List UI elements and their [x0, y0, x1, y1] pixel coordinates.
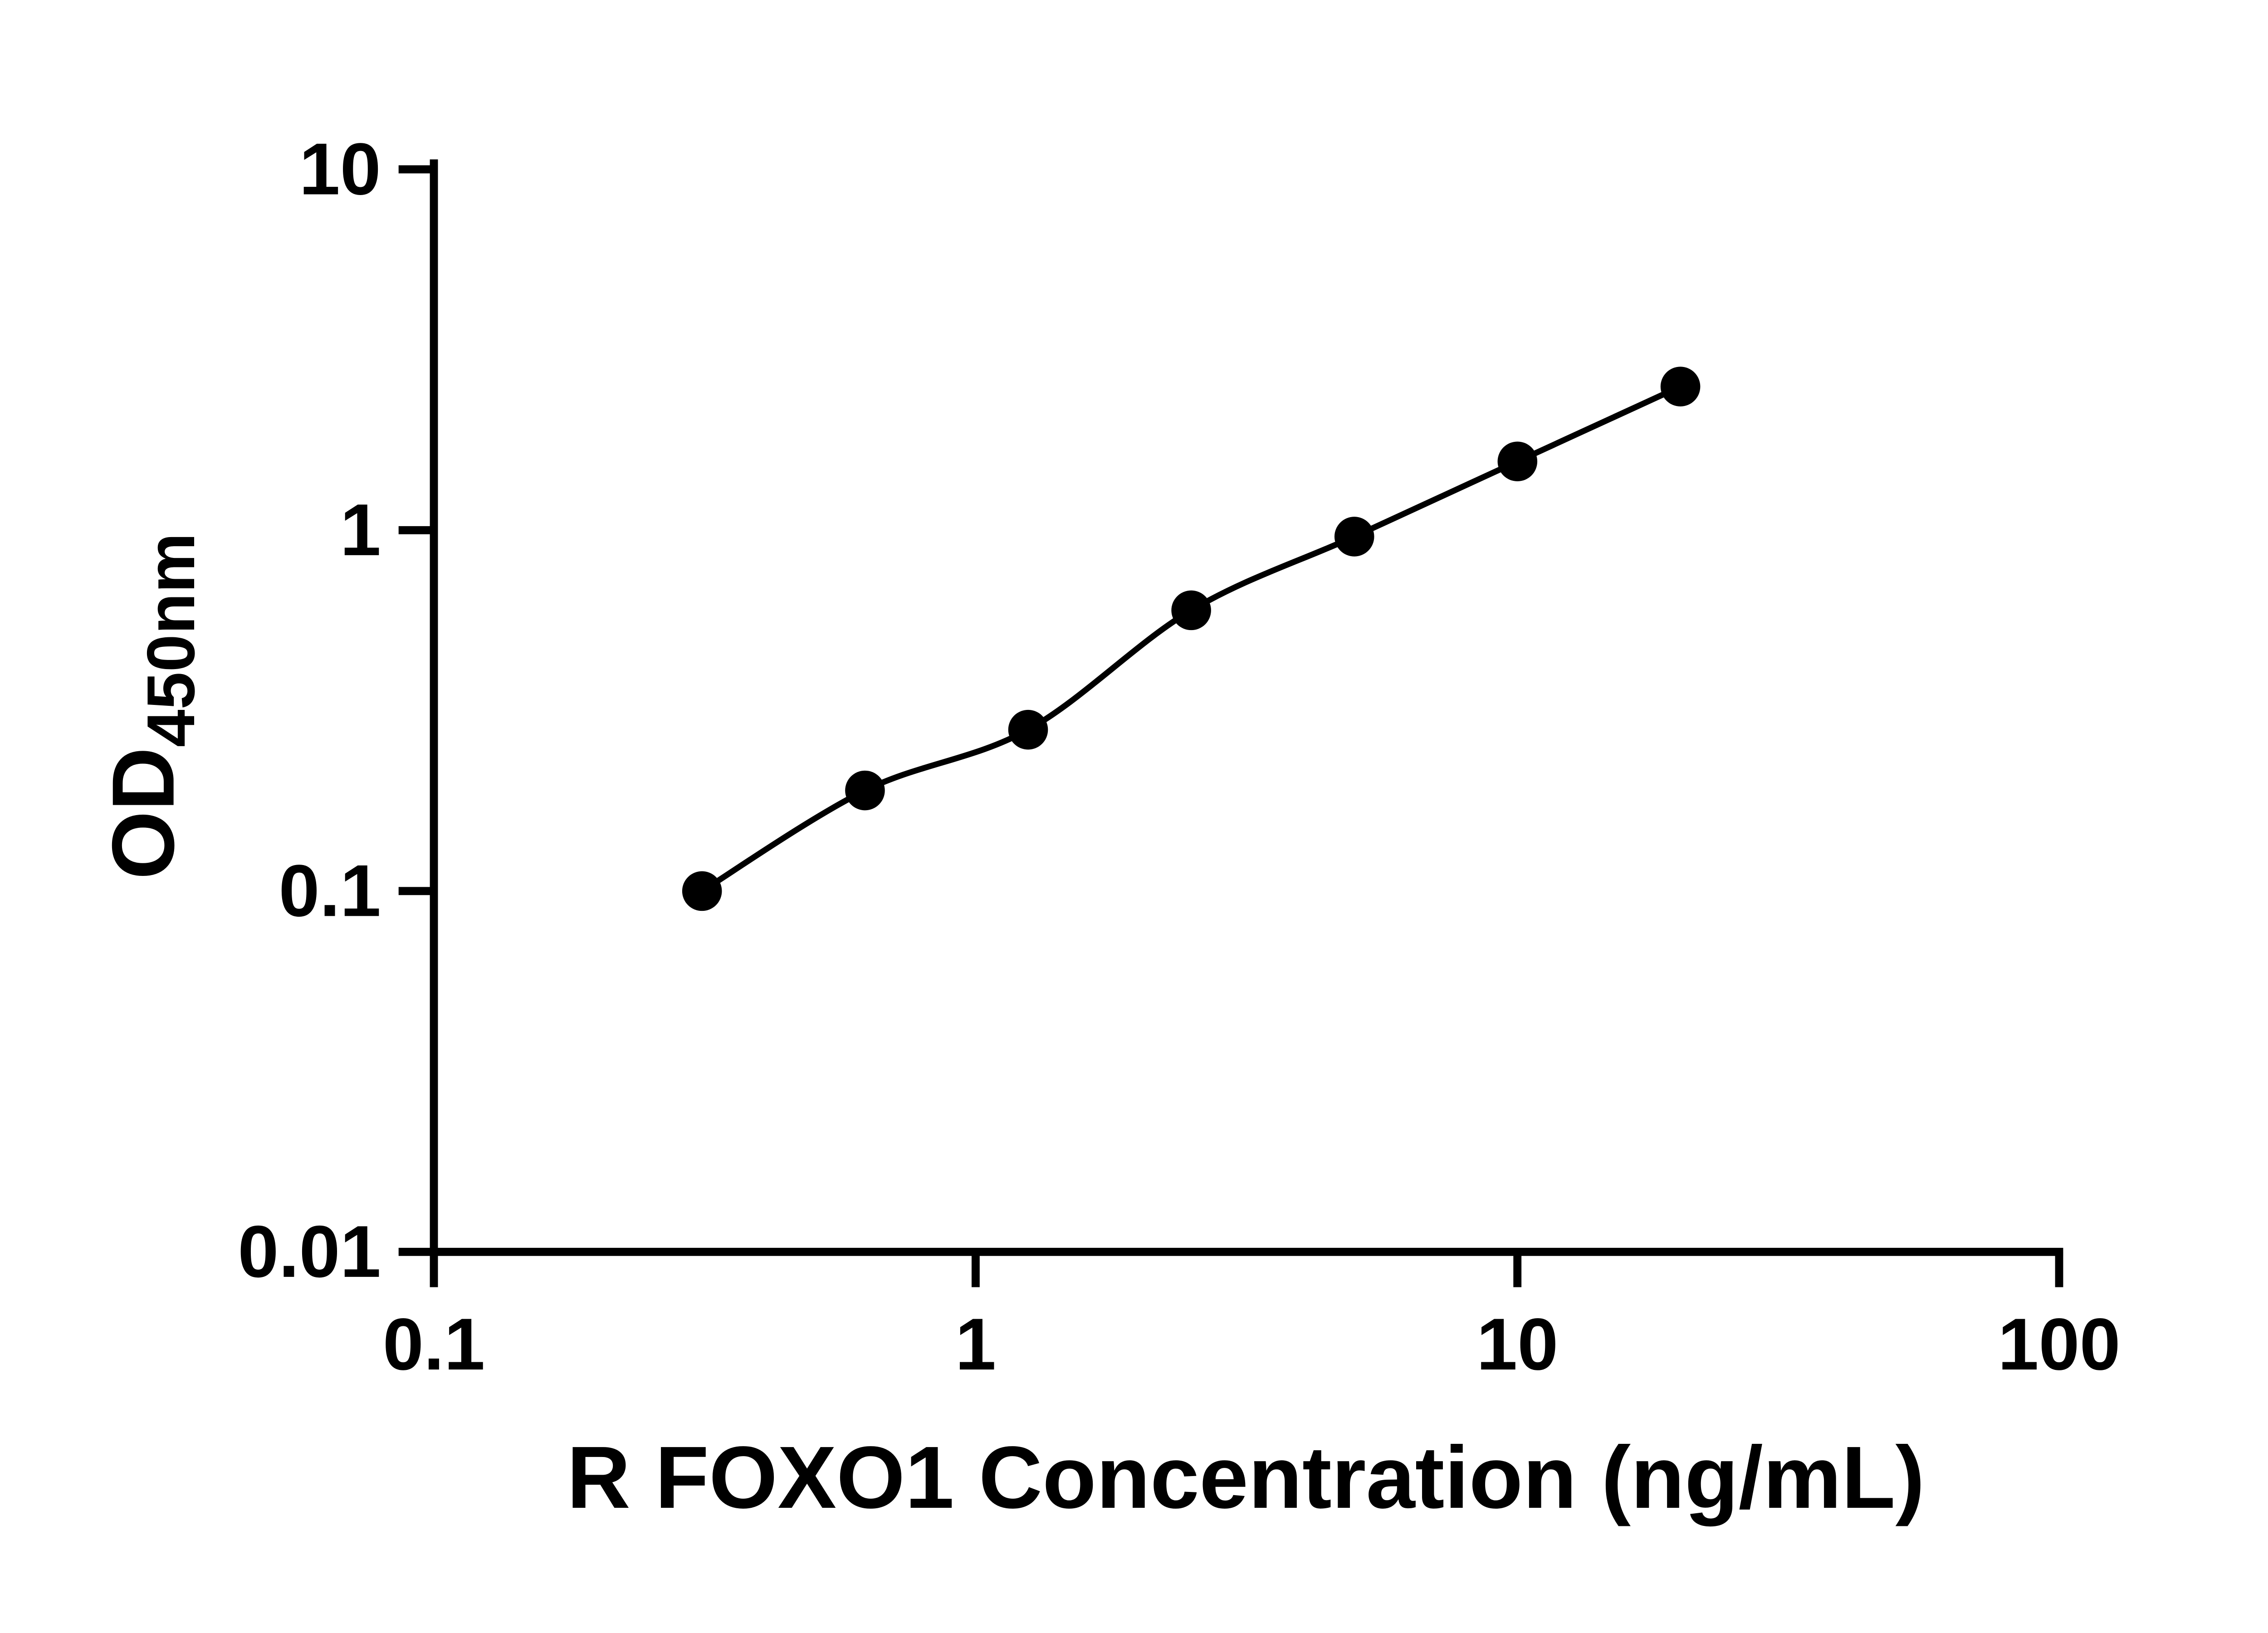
x-tick-label: 1: [955, 1303, 996, 1385]
y-tick-label: 1: [340, 489, 381, 571]
y-axis-ticks: [398, 165, 434, 1256]
y-tick-label: 0.1: [279, 850, 381, 932]
x-axis-title: R FOXO1 Concentration (ng/mL): [567, 1428, 1925, 1527]
y-axis-title-subscript: 450nm: [133, 533, 209, 748]
data-point: [1660, 367, 1701, 406]
data-point: [845, 770, 885, 811]
x-axis-tick-labels: 0.1 1 10 100: [383, 1303, 2121, 1385]
data-point: [682, 871, 722, 911]
y-tick-label: 10: [299, 128, 381, 210]
data-points: [682, 367, 1701, 911]
y-tick-label: 0.01: [238, 1211, 381, 1293]
x-tick-label: 0.1: [383, 1303, 485, 1385]
y-axis-title-main: OD: [94, 747, 193, 880]
axes: [430, 159, 2063, 1256]
data-point: [1171, 590, 1211, 631]
data-point: [1008, 709, 1048, 750]
y-axis-tick-labels: 0.01 0.1 1 10: [238, 128, 381, 1293]
x-axis-ticks: [430, 1252, 2063, 1287]
data-point: [1334, 517, 1374, 557]
data-point: [1497, 441, 1538, 482]
x-tick-label: 100: [1998, 1303, 2120, 1385]
y-axis-title: OD450nm: [94, 533, 209, 880]
x-tick-label: 10: [1476, 1303, 1558, 1385]
